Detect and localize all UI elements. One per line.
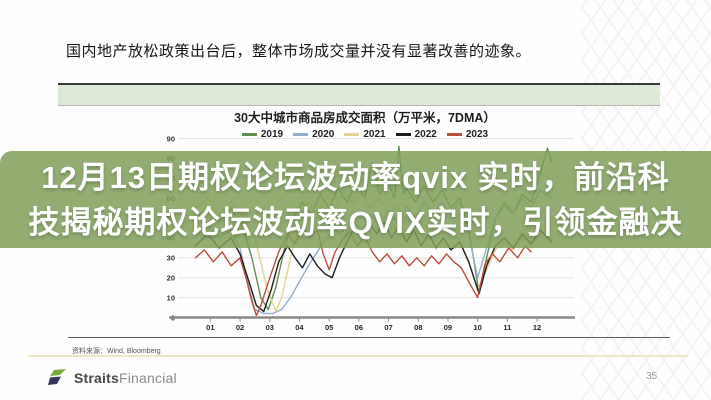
legend-label: 2020: [312, 129, 335, 140]
legend-item-2019: 2019: [241, 129, 284, 140]
x-axis-tick-label: 05: [325, 323, 333, 332]
chart-title: 30大中城市商品房成交面积（万平米，7DMA）: [234, 111, 496, 125]
banner-line-2: 技揭秘期权论坛波动率QVIX实时，引领金融决: [28, 204, 683, 240]
chart-legend: 2019 2020 2021 2022 2023: [150, 129, 580, 140]
top-note: 国内地产放松政策出台后，整体市场成交量并没有显著改善的迹象。: [66, 42, 532, 60]
y-axis-tick-label: 30: [167, 254, 175, 263]
x-axis-tick-label: 11: [503, 323, 511, 332]
bottom-rule: [68, 337, 670, 338]
legend-label: 2019: [260, 129, 284, 140]
y-axis-tick-label: 10: [167, 293, 175, 302]
legend-item-2021: 2021: [344, 129, 386, 140]
x-axis-tick-label: 12: [533, 323, 541, 332]
y-axis-tick-label: 20: [167, 274, 175, 283]
x-axis-tick-label: 04: [295, 323, 304, 332]
brand-name-light: Financial: [118, 369, 177, 386]
x-axis-tick-label: 06: [355, 323, 363, 332]
x-axis-tick-label: 02: [236, 323, 244, 332]
legend-dash-icon: [293, 133, 309, 136]
x-axis-tick-label: 10: [473, 323, 481, 332]
x-axis-tick-label: 08: [414, 323, 422, 332]
promo-banner: 12月13日期权论坛波动率qvix 实时，前沿科 技揭秘期权论坛波动率QVIX实…: [0, 151, 711, 248]
legend-dash-icon: [446, 133, 462, 136]
legend-dash-icon: [241, 133, 257, 136]
page-number: 35: [646, 371, 658, 382]
x-axis-tick-label: 07: [384, 323, 392, 332]
brand-logo: StraitsFinancial: [48, 369, 177, 386]
y-axis-tick-label: 90: [167, 134, 175, 143]
footer-divider: [28, 355, 688, 357]
legend-item-2023: 2023: [446, 129, 489, 140]
straits-financial-logo-icon: [48, 369, 66, 385]
legend-label: 2021: [363, 129, 386, 140]
highlight-bar: [58, 83, 660, 106]
legend-dash-icon: [395, 133, 411, 136]
legend-label: 2022: [414, 129, 437, 140]
brand-name-bold: Straits: [74, 369, 119, 386]
legend-dash-icon: [344, 133, 360, 136]
brand-name: StraitsFinancial: [74, 370, 177, 386]
source-note: 资料来源：Wind, Bloomberg: [72, 348, 161, 355]
x-axis-tick-label: 01: [206, 323, 214, 332]
x-axis-tick-label: 03: [266, 323, 274, 332]
banner-line-1: 12月13日期权论坛波动率qvix 实时，前沿科: [41, 159, 670, 195]
legend-item-2022: 2022: [395, 129, 437, 140]
legend-label: 2023: [465, 129, 489, 140]
legend-item-2020: 2020: [293, 129, 334, 140]
x-axis-tick-label: 09: [444, 323, 452, 332]
